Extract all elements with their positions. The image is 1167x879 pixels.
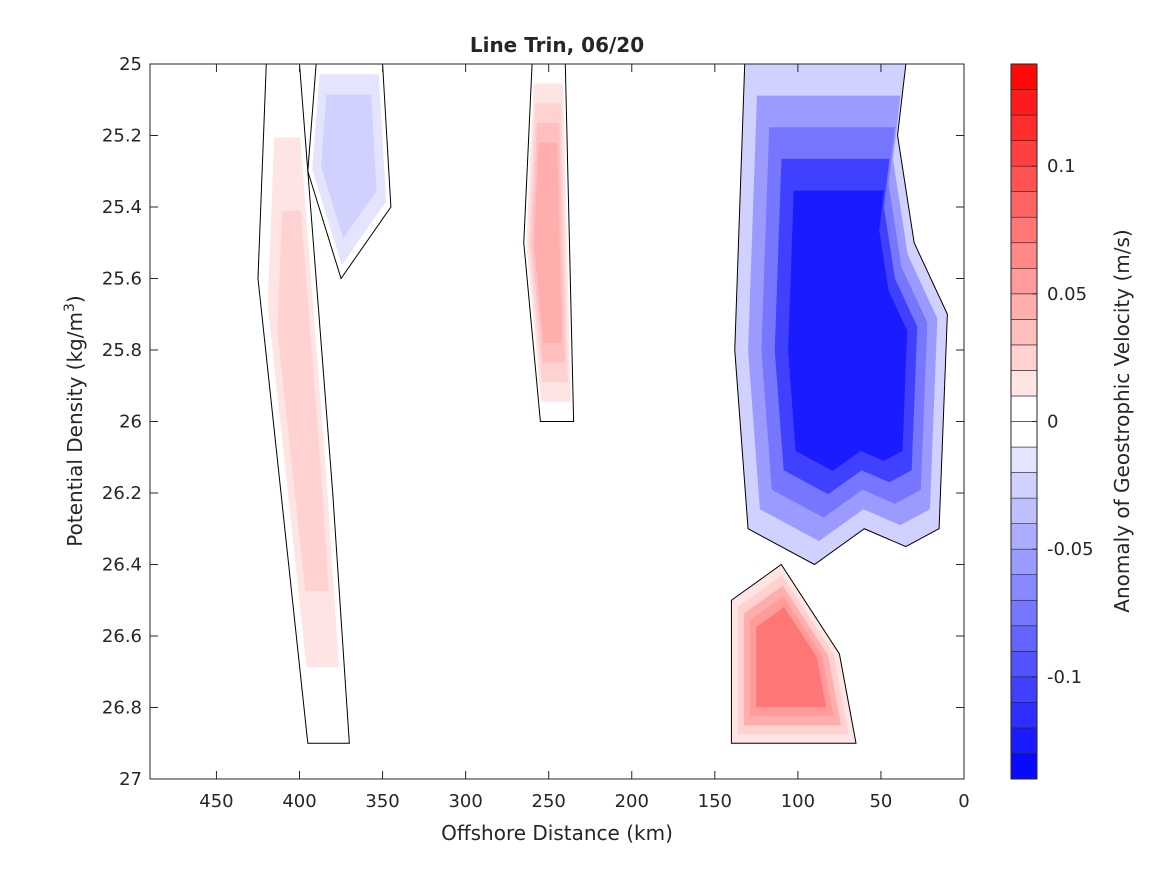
x-tick-label: 200 (615, 791, 649, 812)
chart-title: Line Trin, 06/20 (470, 33, 644, 57)
y-tick-label: 27 (119, 769, 142, 790)
colorbar-level (1010, 191, 1038, 218)
y-axis-label-close: ) (63, 295, 87, 303)
x-tick-label: 400 (282, 791, 316, 812)
colorbar-level (1010, 140, 1038, 167)
x-tick-label: 0 (958, 791, 969, 812)
zero-contour-1 (730, 563, 857, 744)
x-tick-label: 150 (698, 791, 732, 812)
plot-area (150, 64, 964, 779)
contour-fill-1-5 (756, 606, 827, 708)
y-tick-label: 26 (119, 412, 142, 433)
colorbar-level (1010, 574, 1038, 601)
y-axis: 25 25.2 25.4 25.6 25.8 26 26.2 26.4 26.6 26.8 27 (102, 54, 964, 790)
colorbar-level (1010, 216, 1038, 244)
colorbar-label: Anomaly of Geostrophic Velocity (m/s) (1110, 229, 1134, 612)
x-tick-label: 300 (448, 791, 482, 812)
colorbar-level (1010, 293, 1038, 320)
x-tick-label: 50 (869, 791, 892, 812)
colorbar-level (1010, 319, 1038, 346)
contour-fill-0-5 (788, 190, 908, 471)
colorbar-level (1010, 727, 1038, 754)
colorbar-level (1010, 267, 1038, 295)
colorbar-tick-label: -0.05 (1047, 539, 1094, 560)
colorbar-level (1010, 114, 1038, 141)
contour-fills (267, 64, 948, 744)
x-tick-label: 100 (781, 791, 815, 812)
colorbar-level (1010, 625, 1038, 652)
colorbar-level (1010, 472, 1038, 499)
zero-contour-2 (523, 64, 575, 422)
x-tick-label: 350 (365, 791, 399, 812)
colorbar-tick-label: 0 (1047, 412, 1058, 433)
colorbar-level (1010, 523, 1038, 550)
x-tick-label: 450 (199, 791, 233, 812)
colorbar-level (1010, 651, 1038, 678)
y-tick-label: 25.2 (102, 126, 142, 147)
zero-contour-4 (257, 64, 350, 744)
colorbar-level (1010, 370, 1038, 397)
colorbar-tick-label: 0.1 (1047, 156, 1076, 177)
colorbar-level (1010, 63, 1038, 90)
colorbar-level (1010, 89, 1038, 116)
colorbar-level (1010, 702, 1038, 729)
contour-fill-4-5 (277, 210, 329, 592)
y-tick-label: 25.8 (102, 340, 142, 361)
x-axis: 450 400 350 300 250 200 150 100 50 0 (199, 64, 970, 812)
colorbar-level (1010, 395, 1038, 422)
y-axis-label-sup: 3 (62, 303, 78, 312)
colorbar-level (1010, 548, 1038, 576)
zero-contour-3 (307, 64, 392, 280)
y-tick-label: 26.6 (102, 626, 142, 647)
colorbar-level (1010, 446, 1038, 473)
colorbar-level (1010, 753, 1038, 780)
contour-fill-3-5 (325, 104, 372, 226)
colorbar-level (1010, 599, 1038, 627)
colorbar-level (1010, 344, 1038, 371)
colorbar-tick-label: 0.05 (1047, 284, 1087, 305)
zero-contours (257, 64, 948, 744)
y-tick-label: 25.4 (102, 197, 142, 218)
colorbar-tick-label: -0.1 (1047, 667, 1082, 688)
y-axis-label-main: Potential Density (kg/m (63, 312, 87, 547)
colorbar (1010, 63, 1038, 780)
colorbar-ticks: 0.1 0.05 0 -0.05 -0.1 (1032, 156, 1094, 688)
colorbar-level (1010, 165, 1038, 192)
y-tick-label: 25 (119, 54, 142, 75)
colorbar-level (1010, 242, 1038, 269)
colorbar-level (1010, 676, 1038, 703)
x-axis-label: Offshore Distance (km) (441, 821, 673, 845)
y-tick-label: 25.6 (102, 269, 142, 290)
y-tick-label: 26.2 (102, 483, 142, 504)
x-tick-label: 250 (532, 791, 566, 812)
contour-fill-2-5 (534, 142, 562, 343)
y-axis-label: Potential Density (kg/m3) (62, 295, 87, 546)
y-tick-label: 26.4 (102, 555, 142, 576)
colorbar-level (1010, 497, 1038, 524)
zero-contour-0 (734, 64, 948, 566)
colorbar-level (1010, 421, 1038, 448)
y-tick-label: 26.8 (102, 698, 142, 719)
